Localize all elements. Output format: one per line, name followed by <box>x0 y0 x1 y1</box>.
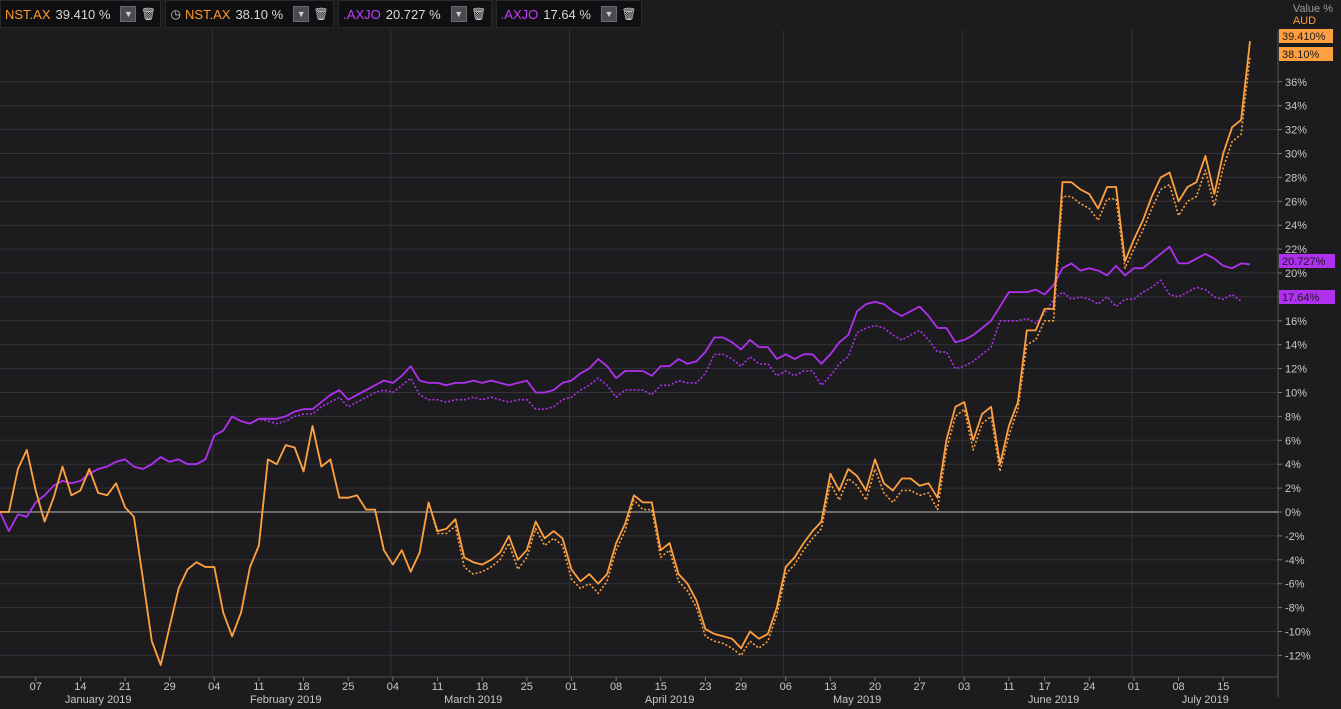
x-tick-label: 18 <box>476 681 488 693</box>
chevron-down-icon[interactable]: ▼ <box>600 6 617 22</box>
x-tick-label: 08 <box>610 681 622 693</box>
y-tick-label: -12% <box>1285 650 1311 662</box>
y-tick-label: 22% <box>1285 244 1307 256</box>
legend-item-nst-price[interactable]: NST.AX 39.410 % ▼ 🗑 <box>0 0 162 28</box>
y-tick-label: 32% <box>1285 125 1307 137</box>
x-tick-label: 14 <box>74 681 86 693</box>
end-value-label: 20.727% <box>1282 256 1326 268</box>
y-tick-label: 36% <box>1285 77 1307 89</box>
x-tick-label: 29 <box>735 681 747 693</box>
y-tick-label: 14% <box>1285 340 1307 352</box>
x-tick-label: 18 <box>297 681 309 693</box>
end-value-label: 17.64% <box>1282 292 1320 304</box>
x-tick-label: 17 <box>1039 681 1051 693</box>
x-tick-label: 23 <box>699 681 711 693</box>
legend-item-axjo-price[interactable]: .AXJO 20.727 % ▼ 🗑 <box>338 0 492 28</box>
x-tick-label: 04 <box>208 681 220 693</box>
y-tick-label: -8% <box>1285 603 1305 615</box>
x-tick-label: 11 <box>432 681 443 693</box>
x-tick-label: 15 <box>1217 681 1229 693</box>
end-label-box <box>1279 290 1335 304</box>
y-tick-label: 16% <box>1285 316 1307 328</box>
trash-icon[interactable]: 🗑 <box>140 7 157 21</box>
y-tick-label: 2% <box>1285 483 1301 495</box>
month-label: April 2019 <box>645 694 695 706</box>
axis-header: Value % AUD <box>1293 3 1333 27</box>
x-tick-label: 04 <box>387 681 399 693</box>
clock-icon: ◷ <box>170 7 181 21</box>
y-tick-label: 0% <box>1285 507 1301 519</box>
x-tick-label: 24 <box>1083 681 1095 693</box>
trash-icon[interactable]: 🗑 <box>471 7 487 21</box>
end-label-box <box>1279 254 1335 268</box>
x-tick-label: 21 <box>119 681 131 693</box>
legend-value: 17.64 % <box>543 6 591 22</box>
trash-icon[interactable]: 🗑 <box>621 7 637 21</box>
legend-item-nst-total-return[interactable]: ◷ NST.AX 38.10 % ▼ 🗑 <box>165 0 335 28</box>
y-tick-label: 4% <box>1285 459 1301 471</box>
y-tick-label: -10% <box>1285 627 1311 639</box>
y-tick-label: 12% <box>1285 364 1307 376</box>
y-tick-label: 6% <box>1285 435 1301 447</box>
x-tick-label: 03 <box>958 681 970 693</box>
x-tick-label: 25 <box>521 681 533 693</box>
chevron-down-icon[interactable]: ▼ <box>293 6 310 22</box>
y-tick-label: 10% <box>1285 388 1307 400</box>
y-tick-label: -6% <box>1285 579 1305 591</box>
x-tick-label: 13 <box>824 681 836 693</box>
series-line-axjo-solid <box>0 245 1251 532</box>
legend-value: 39.410 % <box>55 6 111 22</box>
axis-currency-label: AUD <box>1292 15 1317 27</box>
x-tick-label: 11 <box>253 681 264 693</box>
x-tick-label: 29 <box>164 681 176 693</box>
end-value-label: 39.410% <box>1282 31 1326 43</box>
trash-icon[interactable]: 🗑 <box>313 7 329 21</box>
y-tick-label: 30% <box>1285 149 1307 161</box>
month-label: July 2019 <box>1182 694 1229 706</box>
legend-symbol: .AXJO <box>343 6 381 22</box>
legend-symbol: .AXJO <box>500 6 539 22</box>
legend-value: 38.10 % <box>235 6 284 22</box>
month-label: March 2019 <box>444 694 502 706</box>
y-tick-label: 26% <box>1285 196 1307 208</box>
x-tick-label: 08 <box>1172 681 1184 693</box>
y-tick-label: 28% <box>1285 172 1307 184</box>
legend-symbol: NST.AX <box>184 6 231 22</box>
y-tick-label: 34% <box>1285 101 1307 113</box>
y-tick-label: 8% <box>1285 411 1301 423</box>
y-tick-label: 24% <box>1285 220 1307 232</box>
month-label: June 2019 <box>1028 694 1079 706</box>
month-label: January 2019 <box>65 694 132 706</box>
axis-title-label: Value % <box>1292 3 1333 15</box>
end-label-box <box>1279 29 1333 43</box>
legend-symbol: NST.AX <box>5 6 51 22</box>
x-tick-label: 07 <box>30 681 42 693</box>
x-tick-label: 15 <box>655 681 667 693</box>
legend-value: 20.727 % <box>385 6 441 22</box>
month-label: February 2019 <box>250 694 322 706</box>
y-tick-label: -2% <box>1285 531 1305 543</box>
end-value-label: 38.10% <box>1282 49 1320 61</box>
x-tick-label: 27 <box>914 681 926 693</box>
x-tick-label: 25 <box>342 681 354 693</box>
x-tick-label: 01 <box>565 681 577 693</box>
y-tick-label: -4% <box>1285 555 1305 567</box>
legend-item-axjo-total-return[interactable]: .AXJO 17.64 % ▼ 🗑 <box>495 0 642 28</box>
end-label-box <box>1279 47 1333 61</box>
y-tick-label: 20% <box>1285 268 1307 280</box>
month-label: May 2019 <box>833 694 881 706</box>
x-tick-label: 11 <box>1003 681 1014 693</box>
chevron-down-icon[interactable]: ▼ <box>120 6 137 22</box>
legend-bar: NST.AX 39.410 % ▼ 🗑 ◷ NST.AX 38.10 % ▼ 🗑… <box>0 0 642 28</box>
x-tick-label: 06 <box>780 681 792 693</box>
series-line-nst-solid <box>0 40 1251 666</box>
x-tick-label: 20 <box>869 681 881 693</box>
chevron-down-icon[interactable]: ▼ <box>450 6 467 22</box>
x-tick-label: 01 <box>1128 681 1140 693</box>
